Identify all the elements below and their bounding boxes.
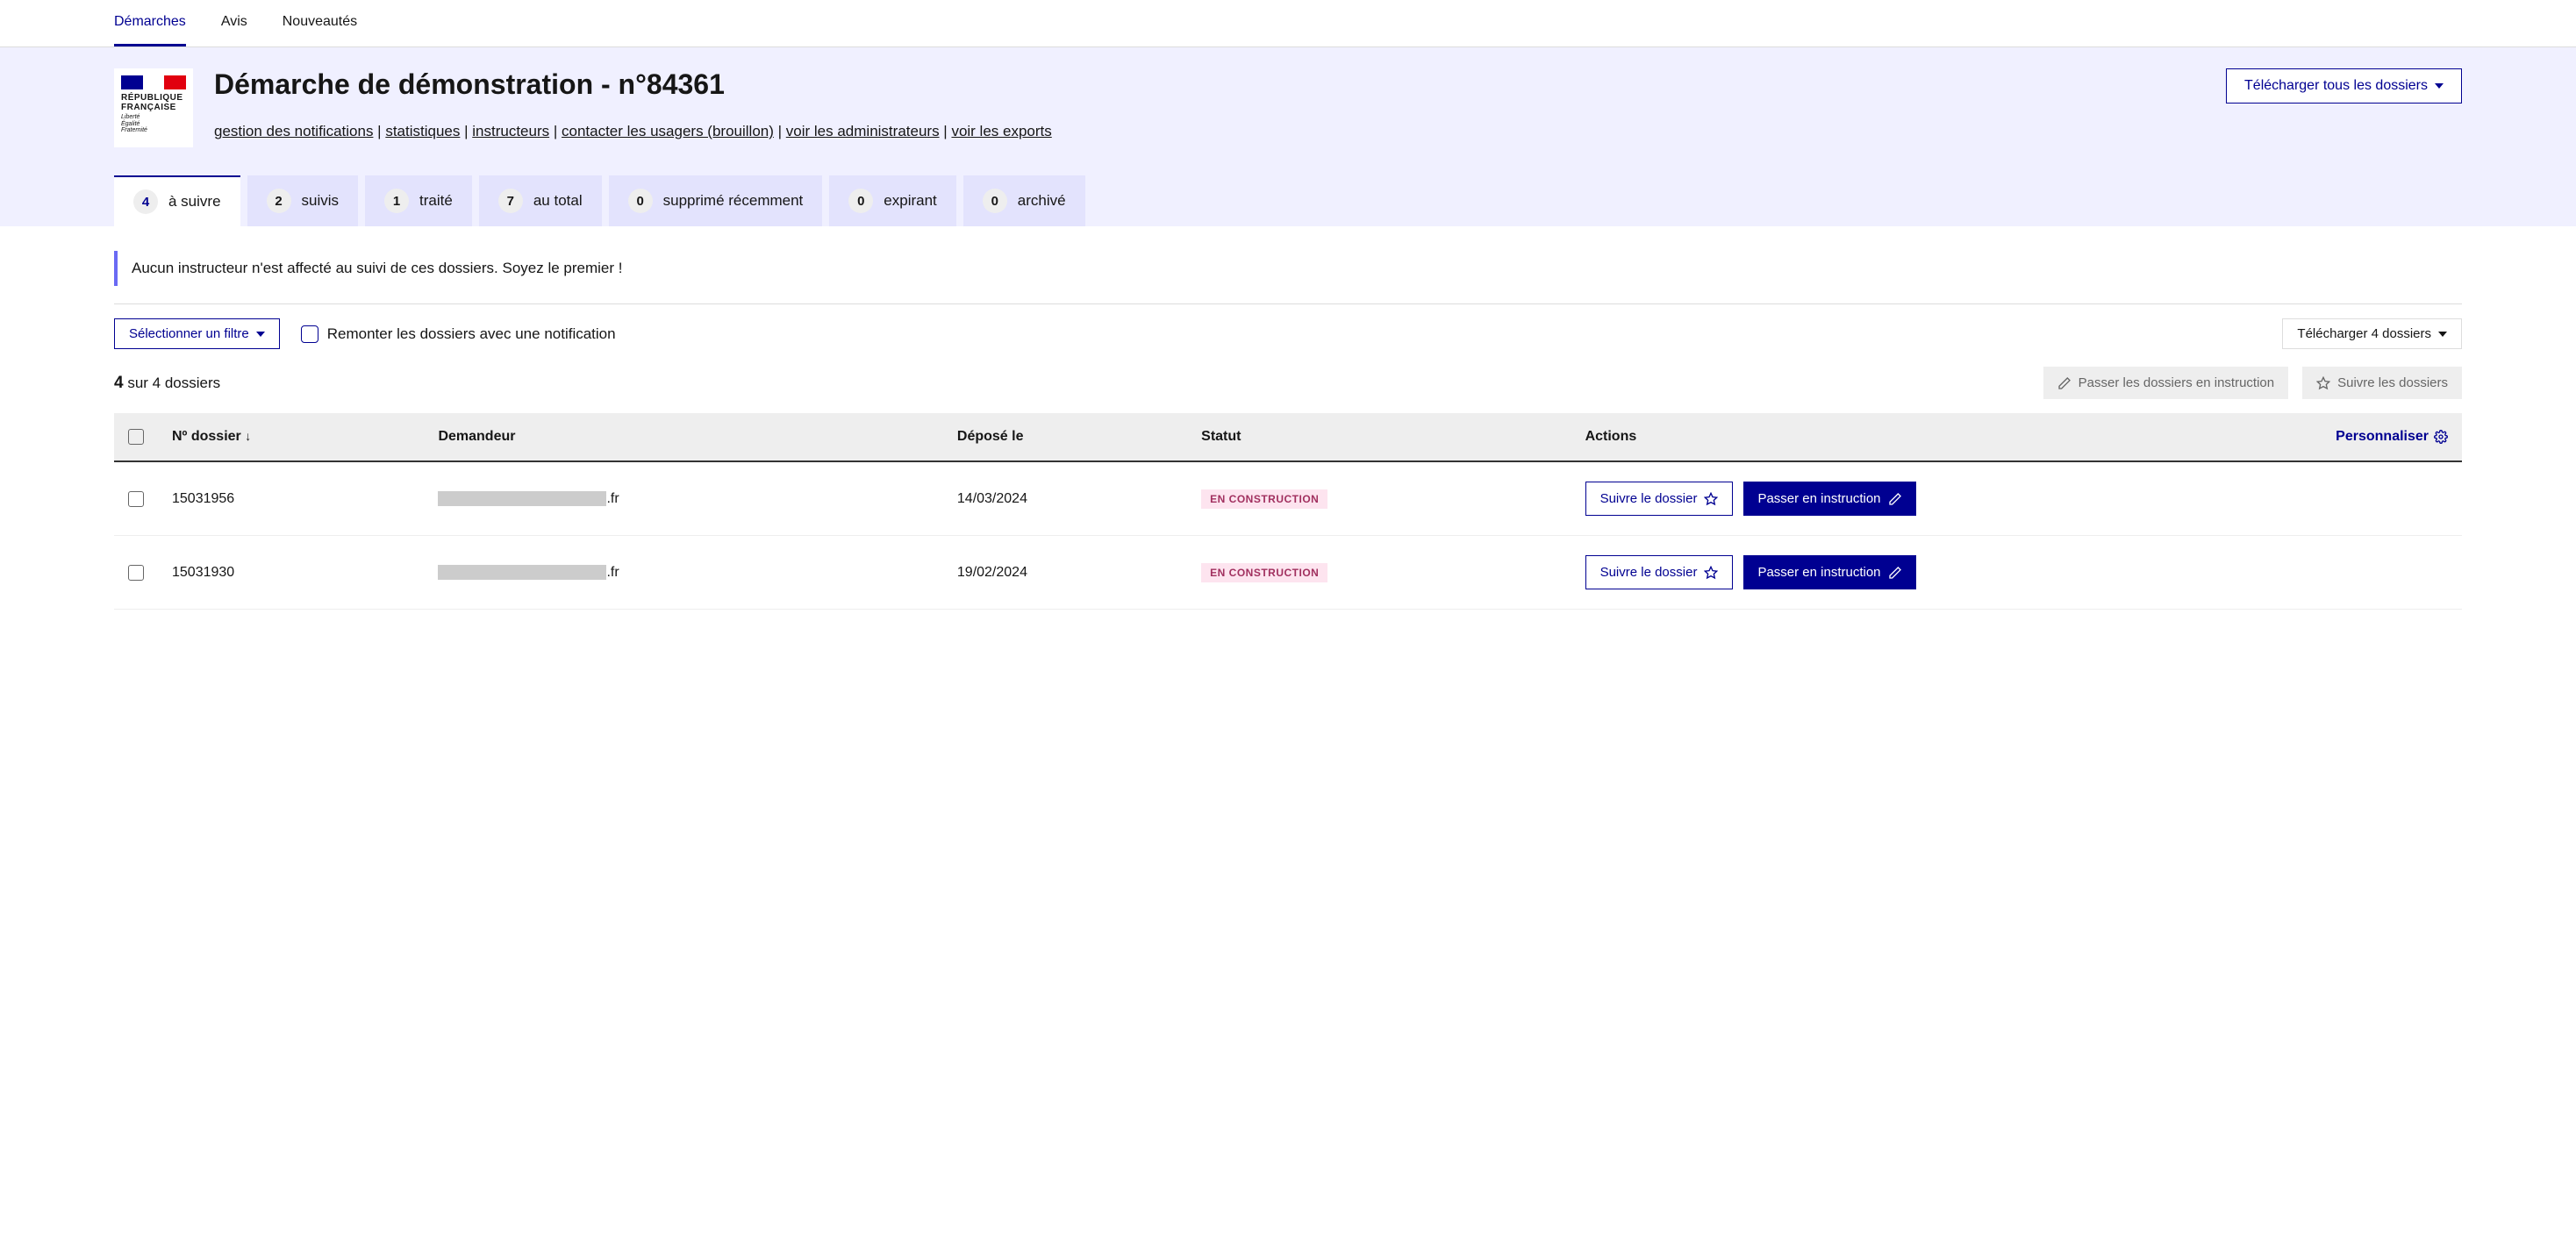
col-depose[interactable]: Déposé le	[943, 413, 1187, 461]
table-row[interactable]: 15031930 xxxxxxxxxxxxxxxxxxxxxxxx.fr 19/…	[114, 536, 2462, 610]
dossiers-table: Nº dossier ↓ Demandeur Déposé le Statut …	[114, 413, 2462, 610]
nav-item-demarches[interactable]: Démarches	[114, 0, 186, 46]
tab-label: archivé	[1018, 192, 1066, 210]
status-badge: EN CONSTRUCTION	[1201, 563, 1327, 582]
edit-icon	[1888, 492, 1902, 506]
cell-demandeur: xxxxxxxxxxxxxxxxxxxxxxxx.fr	[424, 536, 942, 610]
tab-archive[interactable]: 0 archivé	[963, 175, 1085, 226]
edit-icon	[1888, 566, 1902, 580]
col-demandeur[interactable]: Demandeur	[424, 413, 942, 461]
sort-down-icon: ↓	[245, 429, 251, 443]
link-administrateurs[interactable]: voir les administrateurs	[786, 123, 940, 139]
star-icon	[2316, 376, 2330, 390]
checkbox-icon	[301, 325, 318, 343]
caret-down-icon	[256, 332, 265, 337]
table-row[interactable]: 15031956 xxxxxxxxxxxxxxxxxxxxxxxx.fr 14/…	[114, 461, 2462, 536]
tab-count: 7	[498, 189, 523, 213]
logo-text: RÉPUBLIQUEFRANÇAISE	[121, 93, 186, 112]
nav-item-avis[interactable]: Avis	[221, 0, 247, 46]
link-statistiques[interactable]: statistiques	[385, 123, 460, 139]
tab-count: 1	[384, 189, 409, 213]
filter-row: Sélectionner un filtre Remonter les doss…	[114, 318, 2462, 349]
row-checkbox[interactable]	[114, 461, 158, 536]
follow-dossier-button[interactable]: Suivre le dossier	[1585, 555, 1734, 589]
tab-suivis[interactable]: 2 suivis	[247, 175, 359, 226]
link-exports[interactable]: voir les exports	[951, 123, 1051, 139]
link-contacter-usagers[interactable]: contacter les usagers (brouillon)	[562, 123, 774, 139]
cell-statut: EN CONSTRUCTION	[1187, 536, 1571, 610]
logo-republique-francaise: RÉPUBLIQUEFRANÇAISE LibertéÉgalitéFrater…	[114, 68, 193, 147]
header-section: RÉPUBLIQUEFRANÇAISE LibertéÉgalitéFrater…	[0, 47, 2576, 226]
chip-label: Suivre les dossiers	[2337, 375, 2448, 390]
logo-motto: LibertéÉgalitéFraternité	[121, 114, 186, 134]
status-tabs: 4 à suivre 2 suivis 1 traité 7 au total …	[114, 175, 2462, 226]
tab-label: à suivre	[168, 193, 221, 211]
header-links: gestion des notifications | statistiques…	[214, 115, 2205, 147]
star-icon	[1704, 492, 1718, 506]
tab-count: 2	[267, 189, 291, 213]
follow-chip[interactable]: Suivre les dossiers	[2302, 367, 2462, 399]
caret-down-icon	[2435, 83, 2444, 89]
tab-label: expirant	[884, 192, 936, 210]
cell-statut: EN CONSTRUCTION	[1187, 461, 1571, 536]
col-checkbox[interactable]	[114, 413, 158, 461]
col-num[interactable]: Nº dossier ↓	[158, 413, 424, 461]
tab-traite[interactable]: 1 traité	[365, 175, 472, 226]
tab-a-suivre[interactable]: 4 à suivre	[114, 175, 240, 226]
tab-supprime[interactable]: 0 supprimé récemment	[609, 175, 823, 226]
cell-demandeur: xxxxxxxxxxxxxxxxxxxxxxxx.fr	[424, 461, 942, 536]
link-notifications[interactable]: gestion des notifications	[214, 123, 373, 139]
pass-instruction-button[interactable]: Passer en instruction	[1743, 482, 1915, 516]
tab-count: 0	[628, 189, 653, 213]
chip-label: Passer les dossiers en instruction	[2079, 375, 2274, 390]
cell-actions: Suivre le dossier Passer en instruction	[1571, 461, 2462, 536]
tab-label: supprimé récemment	[663, 192, 804, 210]
count-row: 4 sur 4 dossiers Passer les dossiers en …	[114, 367, 2462, 399]
cell-num: 15031930	[158, 536, 424, 610]
tab-count: 0	[983, 189, 1007, 213]
pass-instruction-chip[interactable]: Passer les dossiers en instruction	[2043, 367, 2288, 399]
edit-icon	[2057, 376, 2072, 390]
follow-dossier-button[interactable]: Suivre le dossier	[1585, 482, 1734, 516]
link-instructeurs[interactable]: instructeurs	[472, 123, 549, 139]
tab-count: 0	[848, 189, 873, 213]
download-count-label: Télécharger 4 dossiers	[2297, 326, 2431, 341]
col-statut[interactable]: Statut	[1187, 413, 1571, 461]
checkbox-label-text: Remonter les dossiers avec une notificat…	[327, 325, 616, 343]
tab-expirant[interactable]: 0 expirant	[829, 175, 955, 226]
tab-label: suivis	[302, 192, 340, 210]
col-personalize[interactable]: Personnaliser	[1893, 413, 2462, 461]
select-filter-label: Sélectionner un filtre	[129, 326, 249, 341]
page-title: Démarche de démonstration - n°84361	[214, 68, 2205, 101]
tab-au-total[interactable]: 7 au total	[479, 175, 602, 226]
dossier-count: 4 sur 4 dossiers	[114, 374, 220, 393]
tab-label: traité	[419, 192, 453, 210]
download-all-label: Télécharger tous les dossiers	[2244, 78, 2428, 94]
cell-depose: 19/02/2024	[943, 536, 1187, 610]
cell-num: 15031956	[158, 461, 424, 536]
download-count-button[interactable]: Télécharger 4 dossiers	[2282, 318, 2462, 349]
download-all-button[interactable]: Télécharger tous les dossiers	[2226, 68, 2462, 104]
gear-icon	[2434, 430, 2448, 444]
divider	[114, 303, 2462, 304]
status-badge: EN CONSTRUCTION	[1201, 489, 1327, 509]
tab-count: 4	[133, 189, 158, 214]
notification-checkbox[interactable]: Remonter les dossiers avec une notificat…	[301, 325, 616, 343]
tab-label: au total	[533, 192, 583, 210]
cell-actions: Suivre le dossier Passer en instruction	[1571, 536, 2462, 610]
select-filter-button[interactable]: Sélectionner un filtre	[114, 318, 280, 349]
star-icon	[1704, 566, 1718, 580]
main-content: Aucun instructeur n'est affecté au suivi…	[0, 226, 2576, 625]
info-banner: Aucun instructeur n'est affecté au suivi…	[114, 251, 2462, 286]
caret-down-icon	[2438, 332, 2447, 337]
cell-depose: 14/03/2024	[943, 461, 1187, 536]
top-nav: Démarches Avis Nouveautés	[0, 0, 2576, 47]
col-actions: Actions	[1571, 413, 1894, 461]
pass-instruction-button[interactable]: Passer en instruction	[1743, 555, 1915, 589]
nav-item-nouveautes[interactable]: Nouveautés	[283, 0, 357, 46]
row-checkbox[interactable]	[114, 536, 158, 610]
